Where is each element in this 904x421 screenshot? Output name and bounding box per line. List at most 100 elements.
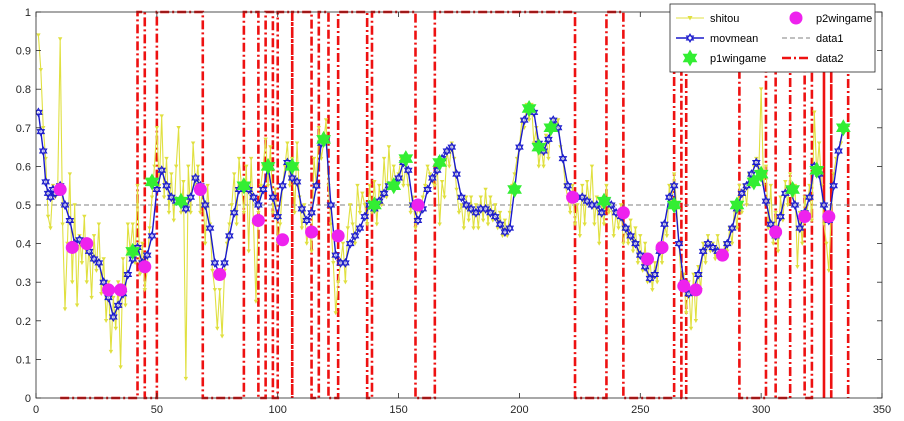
- p1wingame-point: [729, 196, 745, 214]
- shitou-point: [381, 156, 387, 161]
- shitou-point: [500, 234, 505, 239]
- shitou-point: [437, 222, 442, 227]
- shitou-point: [601, 222, 607, 227]
- shitou-point: [118, 365, 123, 370]
- p2wingame-point: [641, 252, 655, 266]
- shitou-point: [244, 164, 249, 169]
- shitou-point: [60, 222, 65, 227]
- p2wingame-point: [566, 190, 580, 204]
- shitou-point: [541, 164, 546, 169]
- shitou-point: [659, 261, 665, 266]
- shitou-point: [729, 241, 735, 246]
- shitou-point: [299, 226, 305, 231]
- p2wingame-point: [80, 237, 94, 251]
- movmean-point: [341, 257, 350, 268]
- shitou-point: [103, 319, 109, 323]
- shitou-point: [688, 326, 694, 331]
- shitou-point: [425, 164, 430, 169]
- shitou-point: [468, 195, 474, 200]
- legend-item-data1: data1: [782, 33, 844, 45]
- shitou-point: [442, 195, 447, 200]
- shitou-point: [413, 226, 418, 231]
- legend-item-data2: data2: [782, 53, 844, 65]
- p1wingame-point: [666, 196, 682, 214]
- shitou-point: [212, 288, 218, 293]
- legend-label: movmean: [710, 33, 758, 45]
- movmean-point: [41, 176, 50, 187]
- p1wingame-point: [753, 165, 769, 183]
- p1wingame-point: [507, 181, 522, 199]
- p1wingame-point: [316, 130, 332, 148]
- y-tick-label: 0.7: [16, 123, 31, 135]
- shitou-point: [807, 183, 812, 188]
- p1wingame-point: [521, 99, 537, 118]
- p2wingame-point: [102, 283, 116, 297]
- p2wingame-point: [798, 210, 812, 224]
- shitou-point: [364, 222, 370, 227]
- shitou-point: [589, 164, 595, 169]
- shitou-point: [331, 261, 336, 266]
- shitou-point: [108, 349, 114, 354]
- shitou-point: [270, 210, 276, 215]
- shitou-point: [691, 272, 696, 277]
- shitou-point: [473, 203, 479, 208]
- shitou-point: [111, 295, 116, 300]
- shitou-point: [606, 210, 612, 215]
- shitou-point: [594, 195, 599, 200]
- shitou-point: [821, 222, 827, 227]
- movmean-point: [727, 223, 737, 234]
- shitou-point: [734, 226, 740, 231]
- shitou-point: [604, 183, 609, 188]
- p1wingame-point: [835, 119, 851, 137]
- movmean-point: [162, 180, 171, 191]
- shitou-point: [123, 303, 128, 308]
- p2wingame-point: [65, 240, 79, 254]
- shitou-point: [70, 280, 75, 285]
- movmean-point: [650, 269, 660, 280]
- y-tick-label: 0.1: [16, 354, 31, 366]
- movmean-point: [829, 180, 838, 191]
- shitou-point: [763, 164, 769, 169]
- movmean-point: [186, 192, 196, 203]
- movmean-point: [181, 203, 191, 214]
- legend-label: data2: [816, 53, 844, 65]
- shitou-point: [546, 156, 551, 161]
- movmean-point: [519, 115, 529, 126]
- movmean-point: [205, 223, 215, 234]
- shitou-point: [176, 126, 181, 130]
- p2wingame-layer: [53, 183, 836, 297]
- shitou-point: [640, 268, 645, 273]
- movmean-point: [495, 219, 505, 230]
- shitou-point: [555, 118, 561, 123]
- shitou-point: [512, 172, 517, 177]
- shitou-point: [74, 303, 80, 308]
- shitou-point: [780, 218, 786, 223]
- movmean-point: [65, 215, 75, 226]
- legend-item-p2wingame: p2wingame: [789, 11, 872, 25]
- shitou-point: [582, 222, 587, 227]
- legend-label: shitou: [710, 13, 739, 25]
- shitou-point: [292, 210, 297, 215]
- shitou-point: [164, 156, 169, 161]
- movmean-point: [312, 180, 321, 191]
- shitou-point: [708, 249, 713, 254]
- y-tick-label: 0: [25, 393, 31, 405]
- movmean-point: [660, 219, 669, 230]
- shitou-point: [45, 214, 51, 219]
- p1wingame-point: [260, 157, 276, 175]
- shitou-point: [348, 203, 353, 208]
- shitou-point: [635, 261, 641, 266]
- movmean-point: [360, 211, 370, 222]
- movmean-point: [834, 145, 843, 156]
- p2wingame-point: [331, 229, 345, 243]
- shitou-point: [567, 210, 573, 215]
- movmean-point: [292, 176, 302, 187]
- movmean-point: [38, 145, 48, 156]
- movmean-point: [505, 223, 515, 234]
- shitou-point: [454, 187, 459, 192]
- y-tick-label: 0.6: [16, 161, 31, 173]
- shitou-point: [401, 183, 406, 188]
- shitou-point: [480, 218, 486, 223]
- shitou-point: [408, 210, 413, 215]
- shitou-point: [526, 118, 532, 123]
